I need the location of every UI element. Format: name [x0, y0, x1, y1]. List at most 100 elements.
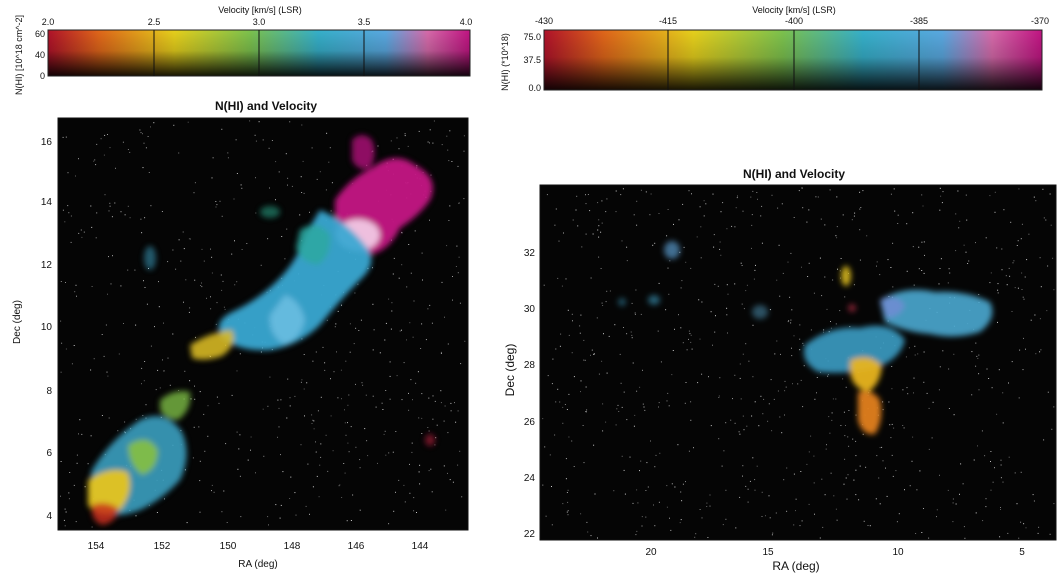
noise-pixel — [839, 270, 841, 272]
noise-pixel — [459, 450, 461, 452]
noise-pixel — [977, 357, 979, 359]
noise-pixel — [431, 491, 433, 493]
noise-pixel — [401, 264, 403, 266]
noise-pixel — [345, 434, 347, 436]
noise-pixel — [398, 148, 400, 150]
noise-pixel — [201, 248, 203, 250]
noise-pixel — [939, 209, 941, 211]
noise-pixel — [677, 444, 679, 446]
noise-pixel — [783, 479, 785, 481]
noise-pixel — [93, 160, 95, 162]
noise-pixel — [634, 312, 636, 314]
noise-pixel — [110, 283, 112, 285]
noise-pixel — [75, 175, 76, 177]
noise-pixel — [1021, 289, 1023, 290]
noise-pixel — [771, 194, 773, 196]
noise-pixel — [316, 475, 318, 477]
noise-pixel — [621, 406, 623, 408]
noise-pixel — [366, 440, 368, 442]
noise-pixel — [389, 361, 391, 363]
noise-pixel — [767, 420, 769, 422]
noise-pixel — [190, 238, 191, 240]
noise-pixel — [777, 207, 779, 209]
noise-pixel — [990, 461, 991, 462]
noise-pixel — [700, 226, 702, 228]
noise-pixel — [799, 349, 801, 351]
noise-pixel — [194, 182, 196, 184]
noise-pixel — [851, 219, 853, 221]
noise-pixel — [456, 245, 458, 247]
noise-pixel — [412, 336, 414, 338]
noise-pixel — [327, 470, 329, 472]
noise-pixel — [779, 416, 781, 418]
noise-pixel — [441, 281, 443, 283]
noise-pixel — [776, 340, 778, 342]
noise-pixel — [718, 438, 720, 440]
noise-pixel — [551, 486, 552, 487]
noise-pixel — [817, 196, 819, 198]
noise-pixel — [188, 238, 190, 240]
noise-pixel — [667, 267, 669, 269]
noise-pixel — [582, 425, 584, 426]
noise-pixel — [608, 335, 610, 337]
noise-pixel — [436, 424, 438, 426]
noise-pixel — [978, 389, 980, 391]
noise-pixel — [768, 403, 770, 405]
noise-pixel — [940, 195, 942, 197]
noise-pixel — [748, 360, 750, 362]
noise-pixel — [183, 301, 184, 303]
noise-pixel — [779, 295, 781, 297]
noise-pixel — [178, 239, 180, 241]
noise-pixel — [827, 375, 829, 377]
noise-pixel — [186, 522, 188, 524]
left-ytick: 4 — [46, 511, 52, 522]
noise-pixel — [306, 382, 308, 384]
noise-pixel — [401, 329, 402, 331]
noise-pixel — [204, 450, 206, 452]
noise-pixel — [598, 256, 600, 258]
noise-pixel — [679, 251, 681, 253]
noise-pixel — [300, 381, 302, 383]
noise-pixel — [752, 376, 754, 378]
noise-pixel — [290, 476, 292, 478]
noise-pixel — [858, 499, 860, 501]
noise-pixel — [184, 370, 186, 372]
noise-pixel — [913, 392, 914, 394]
noise-pixel — [887, 259, 889, 261]
noise-pixel — [377, 145, 379, 147]
noise-pixel — [854, 212, 856, 214]
noise-pixel — [129, 217, 131, 219]
noise-pixel — [91, 526, 93, 528]
noise-pixel — [761, 491, 763, 493]
noise-pixel — [396, 137, 398, 139]
noise-pixel — [882, 401, 884, 403]
noise-pixel — [835, 398, 837, 400]
noise-pixel — [719, 241, 721, 243]
noise-pixel — [958, 227, 960, 229]
noise-pixel — [680, 327, 682, 329]
noise-pixel — [682, 342, 684, 344]
noise-pixel — [150, 126, 151, 128]
noise-pixel — [372, 395, 374, 397]
noise-pixel — [955, 503, 957, 505]
noise-pixel — [107, 134, 108, 135]
noise-pixel — [114, 202, 116, 204]
noise-pixel — [739, 363, 741, 365]
noise-pixel — [194, 398, 196, 400]
noise-pixel — [894, 210, 896, 212]
noise-pixel — [112, 255, 113, 257]
noise-pixel — [784, 390, 786, 392]
noise-pixel — [295, 514, 297, 516]
noise-pixel — [688, 190, 690, 192]
noise-pixel — [1011, 361, 1013, 363]
noise-pixel — [996, 413, 998, 415]
noise-pixel — [60, 461, 62, 462]
noise-pixel — [771, 534, 773, 536]
noise-pixel — [93, 358, 95, 360]
noise-pixel — [241, 249, 243, 250]
noise-pixel — [791, 355, 793, 357]
noise-pixel — [1016, 245, 1018, 246]
left-map-xticks: 154 152 150 148 146 144 — [88, 541, 429, 552]
noise-pixel — [358, 330, 360, 331]
